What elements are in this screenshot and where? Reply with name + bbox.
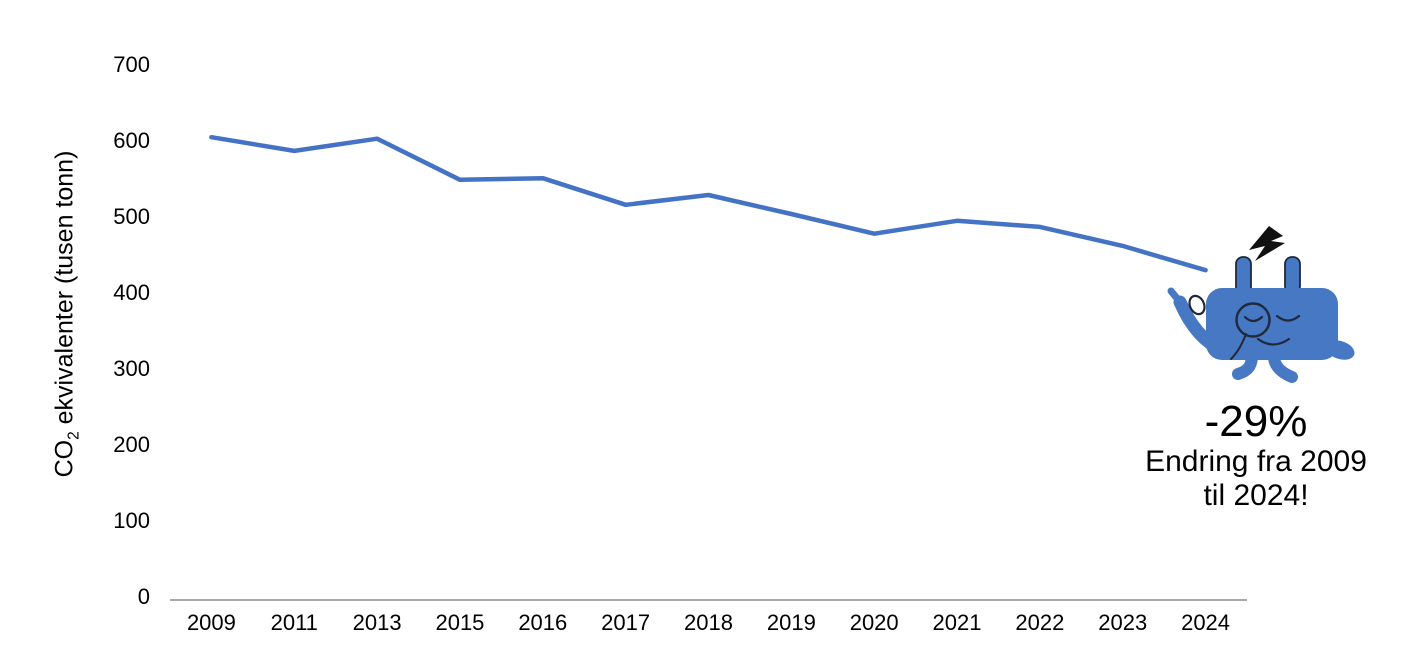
y-tick-label: 100 (113, 508, 150, 533)
x-tick-label: 2022 (1015, 610, 1065, 635)
y-tick-label: 400 (113, 280, 150, 305)
x-tick-label: 2017 (601, 610, 651, 635)
y-tick-label: 300 (113, 356, 150, 381)
mascot-left-leg (1232, 352, 1258, 380)
x-tick-label: 2015 (435, 610, 485, 635)
annotation-percent: -29% (1204, 397, 1308, 446)
mascot-hand (1188, 294, 1206, 316)
mascot-smile (1256, 337, 1291, 346)
mascot-pointing-finger (1167, 287, 1184, 306)
y-tick-label: 0 (137, 584, 150, 609)
mascot-body (1206, 288, 1338, 360)
mascot-arm (1173, 295, 1229, 357)
y-tick-label: 700 (113, 52, 150, 77)
x-tick-label: 2023 (1098, 610, 1148, 635)
electric-plug-mascot-icon (1167, 226, 1355, 383)
annotation-caption-line2: til 2024! (1203, 479, 1309, 512)
mascot-right-paw (1325, 340, 1355, 360)
x-tick-label: 2021 (932, 610, 982, 635)
mascot-monocle (1235, 302, 1271, 338)
plug-prong-right (1284, 256, 1301, 294)
lightning-bolt-icon (1249, 226, 1285, 261)
mascot-right-leg (1268, 352, 1298, 383)
y-tick-label: 200 (113, 432, 150, 457)
change-annotation: -29% Endring fra 2009 til 2024! (1145, 399, 1367, 513)
mascot-monocle-tail (1230, 333, 1247, 360)
x-tick-label: 2009 (186, 610, 236, 635)
x-tick-label: 2019 (766, 610, 816, 635)
x-tick-label: 2011 (270, 610, 318, 635)
annotation-caption-line1: Endring fra 2009 (1145, 445, 1367, 478)
y-tick-label: 500 (113, 204, 150, 229)
mascot-left-eye (1243, 315, 1264, 323)
x-tick-label: 2018 (684, 610, 733, 635)
x-tick-label: 2016 (518, 610, 568, 635)
mascot-right-eye (1275, 314, 1301, 322)
y-axis-title: CO2 ekvivalenter (tusen tonn) (51, 151, 84, 478)
y-tick-label: 600 (113, 128, 150, 153)
emissions-line-series (209, 134, 1208, 273)
x-tick-label: 2020 (849, 610, 899, 635)
x-tick-label: 2013 (352, 610, 402, 635)
x-tick-label: 2024 (1181, 610, 1231, 635)
